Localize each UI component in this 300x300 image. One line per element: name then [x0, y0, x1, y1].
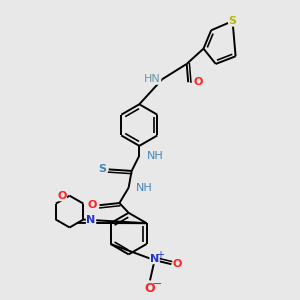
- Text: O: O: [87, 200, 97, 210]
- Text: O: O: [194, 77, 203, 87]
- Text: O: O: [173, 259, 182, 269]
- Text: S: S: [229, 16, 236, 26]
- Text: O: O: [57, 191, 67, 201]
- Text: O: O: [145, 282, 155, 295]
- Text: NH: NH: [136, 183, 153, 193]
- Text: −: −: [152, 278, 162, 290]
- Text: N: N: [150, 254, 159, 264]
- Text: HN: HN: [144, 74, 161, 84]
- Text: NH: NH: [147, 151, 164, 160]
- Text: S: S: [98, 164, 106, 174]
- Text: +: +: [156, 250, 164, 260]
- Text: N: N: [86, 214, 96, 224]
